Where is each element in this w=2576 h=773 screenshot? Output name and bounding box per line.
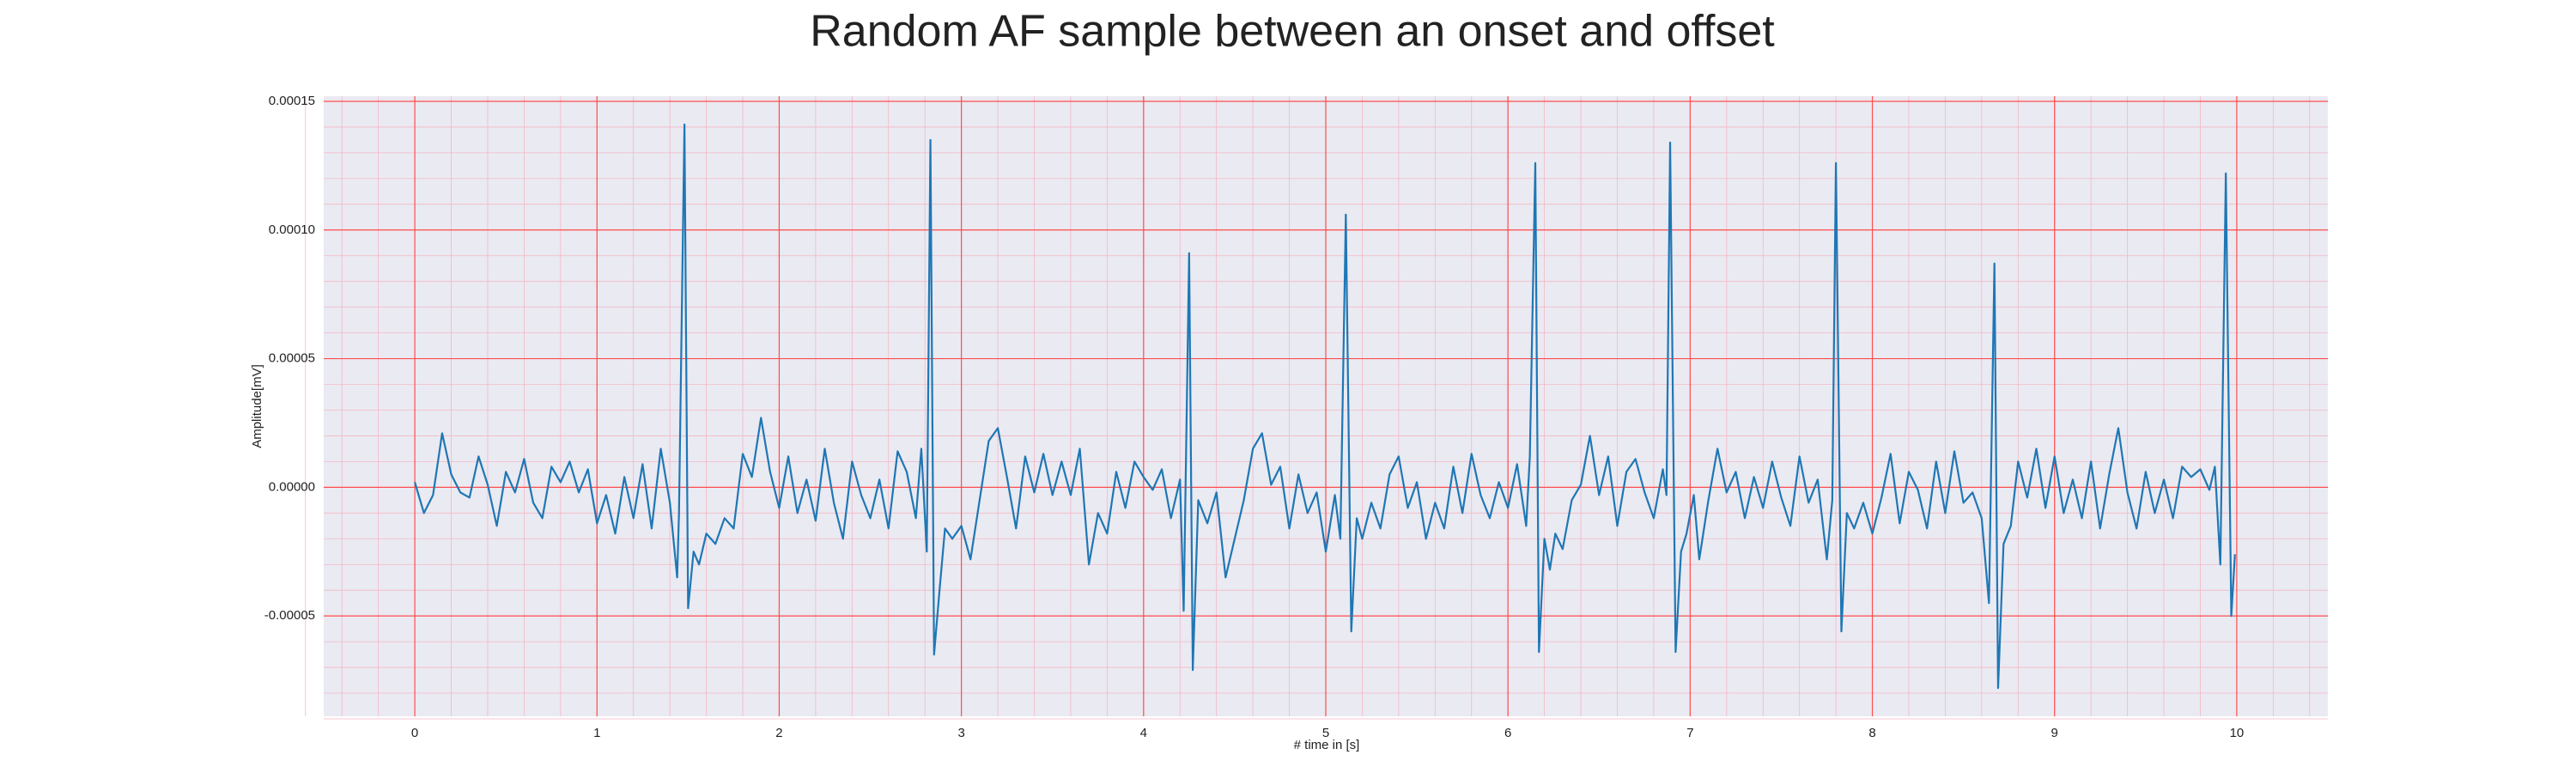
x-tick-label: 2 bbox=[775, 726, 782, 740]
x-tick-label: 8 bbox=[1868, 726, 1875, 740]
x-tick-label: 1 bbox=[593, 726, 600, 740]
x-tick-label: 5 bbox=[1322, 726, 1329, 740]
y-tick-label: 0.00005 bbox=[269, 351, 315, 366]
x-tick-label: 9 bbox=[2051, 726, 2058, 740]
x-tick-label: 0 bbox=[411, 726, 418, 740]
y-tick-label: 0.00000 bbox=[269, 479, 315, 494]
y-tick-label: 0.00010 bbox=[269, 222, 315, 237]
signal-line bbox=[414, 123, 2236, 690]
x-tick-label: 4 bbox=[1140, 726, 1147, 740]
y-tick-label: -0.00005 bbox=[264, 608, 315, 623]
x-tick-label: 10 bbox=[2230, 726, 2245, 740]
y-tick-label: 0.00015 bbox=[269, 94, 315, 108]
x-tick-label: 3 bbox=[957, 726, 964, 740]
y-axis-label: Amplitude[mV] bbox=[250, 364, 264, 448]
x-tick-label: 6 bbox=[1504, 726, 1511, 740]
x-tick-label: 7 bbox=[1686, 726, 1693, 740]
x-axis-label: # time in [s] bbox=[1294, 738, 1360, 752]
chart-title: Random AF sample between an onset and of… bbox=[810, 7, 1775, 57]
